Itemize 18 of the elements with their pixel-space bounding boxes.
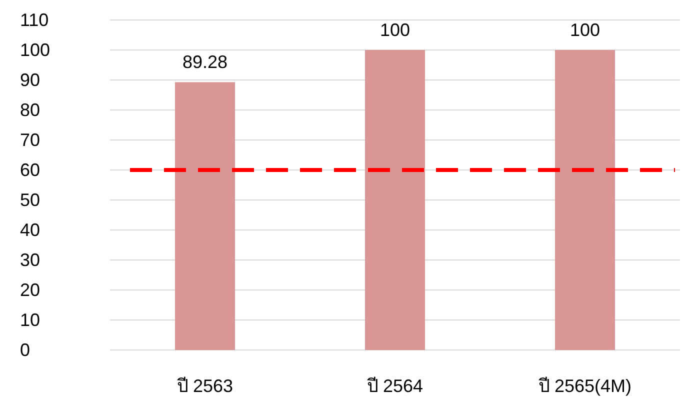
- y-tick-label: 110: [20, 10, 49, 30]
- y-tick-label: 40: [20, 220, 40, 240]
- x-tick-label: ปี 2565(4M): [538, 376, 632, 396]
- y-tick-label: 50: [20, 190, 40, 210]
- y-tick-label: 90: [20, 70, 40, 90]
- y-tick-label: 80: [20, 100, 40, 120]
- y-tick-label: 100: [20, 40, 50, 60]
- y-tick-label: 60: [20, 160, 40, 180]
- y-tick-label: 10: [20, 310, 40, 330]
- y-tick-label: 20: [20, 280, 40, 300]
- y-tick-label: 0: [20, 340, 30, 360]
- data-label: 100: [570, 20, 600, 40]
- data-label: 89.28: [182, 52, 228, 72]
- y-tick-label: 30: [20, 250, 40, 270]
- data-label: 100: [380, 20, 410, 40]
- x-tick-label: ปี 2563: [176, 376, 234, 396]
- x-tick-label: ปี 2564: [366, 376, 424, 396]
- y-tick-label: 70: [20, 130, 40, 150]
